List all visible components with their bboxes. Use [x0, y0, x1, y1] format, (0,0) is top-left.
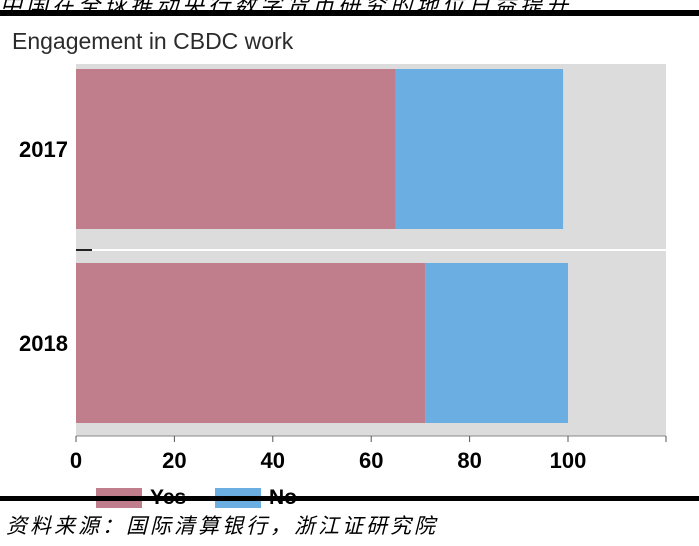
bar-yes-2017: [76, 69, 396, 229]
bar-no-2017: [395, 69, 564, 229]
source-note: 资料来源：国际清算银行，浙江证研究院: [6, 514, 438, 538]
bar-yes-2018: [76, 263, 426, 423]
x-tick-label-0: 0: [70, 448, 82, 473]
top-rule: [0, 10, 699, 16]
x-tick-label-100: 100: [550, 448, 587, 473]
cropped-header-text: 中国在全球推动央行数字货币研究的地位日益提升: [0, 0, 699, 10]
category-label-2018: 2018: [19, 331, 68, 356]
x-tick-label-60: 60: [359, 448, 383, 473]
bottom-rule: [0, 496, 699, 501]
x-tick-label-80: 80: [457, 448, 481, 473]
bar-no-2018: [425, 263, 568, 423]
chart-title: Engagement in CBDC work: [12, 28, 294, 54]
x-tick-label-20: 20: [162, 448, 186, 473]
category-label-2017: 2017: [19, 137, 68, 162]
x-tick-label-40: 40: [261, 448, 285, 473]
